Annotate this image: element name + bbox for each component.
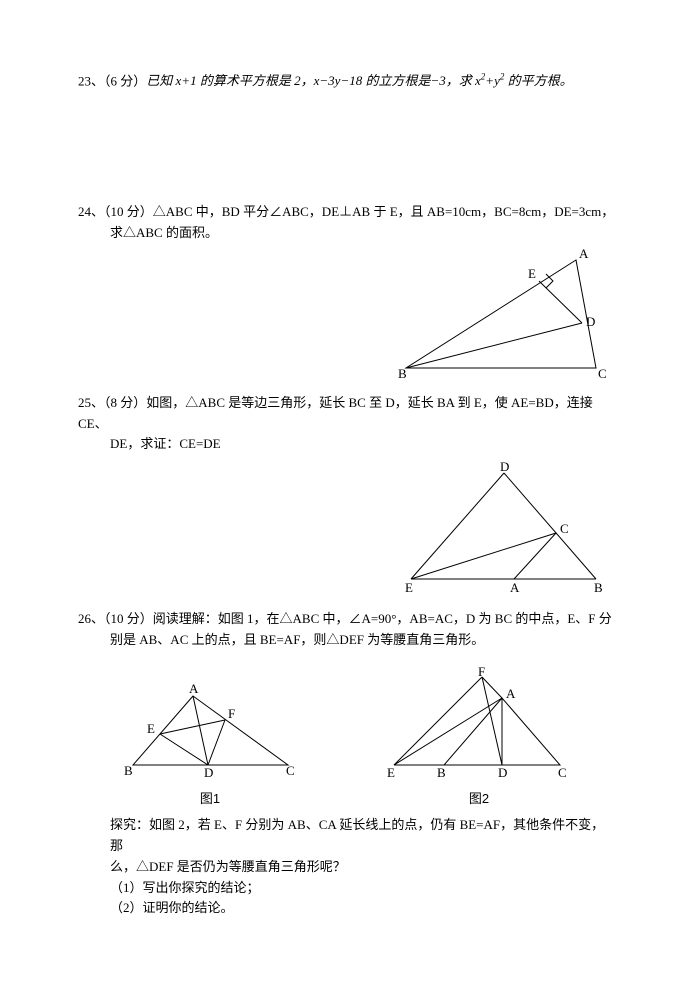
q25-figure-wrap: D C E A B <box>78 459 616 599</box>
q25-num: 25、 <box>78 395 104 410</box>
q23-num: 23、 <box>78 73 104 88</box>
page: 23、（6 分）已知 x+1 的算术平方根是 2，x−3y−18 的立方根是−3… <box>0 0 690 989</box>
q26-sub2: （2）证明你的结论。 <box>78 898 616 919</box>
svg-text:B: B <box>398 366 407 381</box>
q24-figure: A B C D E <box>396 248 616 383</box>
svg-text:F: F <box>478 665 485 679</box>
q23-body: 已知 x+1 的算术平方根是 2，x−3y−18 的立方根是−3，求 x2+y2… <box>146 73 572 88</box>
svg-text:A: A <box>510 580 520 595</box>
problem-26-text: 26、（10 分）阅读理解：如图 1，在△ABC 中，∠A=90°，AB=AC，… <box>78 609 616 630</box>
q26-num: 26、 <box>78 611 104 626</box>
q26-fig2-block: F A B C D E 图2 <box>382 665 577 810</box>
svg-text:B: B <box>594 580 603 595</box>
svg-text:A: A <box>579 248 589 261</box>
problem-25-text: 25、（8 分）如图，△ABC 是等边三角形，延长 BC 至 D，延长 BA 到… <box>78 393 616 435</box>
q26-figure-2: F A B C D E <box>382 665 577 780</box>
q24-body: △ABC 中，BD 平分∠ABC，DE⊥AB 于 E，且 AB=10cm，BC=… <box>153 204 614 219</box>
q26-body2: 别是 AB、AC 上的点，且 BE=AF，则△DEF 为等腰直角三角形。 <box>78 630 616 651</box>
q26-sub1: （1）写出你探究的结论； <box>78 878 616 899</box>
svg-text:D: D <box>204 765 213 780</box>
svg-text:D: D <box>498 765 507 780</box>
q26-fig1-block: A B C D E F 图1 <box>118 680 303 810</box>
svg-text:D: D <box>500 459 509 474</box>
fig1-label: 图1 <box>118 789 303 810</box>
svg-text:B: B <box>437 765 446 780</box>
svg-text:C: C <box>598 366 607 381</box>
problem-25: 25、（8 分）如图，△ABC 是等边三角形，延长 BC 至 D，延长 BA 到… <box>78 393 616 599</box>
q26-figures: A B C D E F 图1 <box>78 665 616 810</box>
q25-points: （8 分） <box>104 395 146 410</box>
svg-text:C: C <box>558 765 567 780</box>
q26-points: （10 分） <box>104 611 153 626</box>
spacer <box>78 152 616 202</box>
q24-figure-wrap: A B C D E <box>78 248 616 383</box>
svg-text:C: C <box>286 763 295 778</box>
spacer <box>78 102 616 152</box>
problem-24: 24、（10 分）△ABC 中，BD 平分∠ABC，DE⊥AB 于 E，且 AB… <box>78 202 616 383</box>
problem-23: 23、（6 分）已知 x+1 的算术平方根是 2，x−3y−18 的立方根是−3… <box>78 70 616 92</box>
problem-24-text: 24、（10 分）△ABC 中，BD 平分∠ABC，DE⊥AB 于 E，且 AB… <box>78 202 616 223</box>
svg-text:E: E <box>405 580 413 595</box>
fig2-label: 图2 <box>382 789 577 810</box>
svg-text:E: E <box>387 765 395 780</box>
spacer <box>78 651 616 657</box>
q25-body2: DE，求证：CE=DE <box>78 434 616 455</box>
svg-text:E: E <box>147 721 155 736</box>
q26-body: 阅读理解：如图 1，在△ABC 中，∠A=90°，AB=AC，D 为 BC 的中… <box>153 611 612 626</box>
svg-text:A: A <box>189 681 199 696</box>
svg-text:E: E <box>528 266 536 281</box>
q26-explore1: 探究：如图 2，若 E、F 分别为 AB、CA 延长线上的点，仍有 BE=AF，… <box>78 815 616 857</box>
problem-26: 26、（10 分）阅读理解：如图 1，在△ABC 中，∠A=90°，AB=AC，… <box>78 609 616 919</box>
svg-text:A: A <box>506 686 516 701</box>
svg-text:D: D <box>586 314 595 329</box>
svg-text:B: B <box>124 763 133 778</box>
q25-body: 如图，△ABC 是等边三角形，延长 BC 至 D，延长 BA 到 E，使 AE=… <box>78 395 593 431</box>
q24-points: （10 分） <box>104 204 153 219</box>
svg-text:C: C <box>560 521 569 536</box>
problem-23-text: 23、（6 分）已知 x+1 的算术平方根是 2，x−3y−18 的立方根是−3… <box>78 70 616 92</box>
q23-points: （6 分） <box>104 73 146 88</box>
q26-figure-1: A B C D E F <box>118 680 303 780</box>
q24-num: 24、 <box>78 204 104 219</box>
q26-explore2: 么，△DEF 是否仍为等腰直角三角形呢？ <box>78 857 616 878</box>
svg-text:F: F <box>228 706 235 721</box>
q24-body2: 求△ABC 的面积。 <box>78 223 616 244</box>
q25-figure: D C E A B <box>396 459 616 599</box>
